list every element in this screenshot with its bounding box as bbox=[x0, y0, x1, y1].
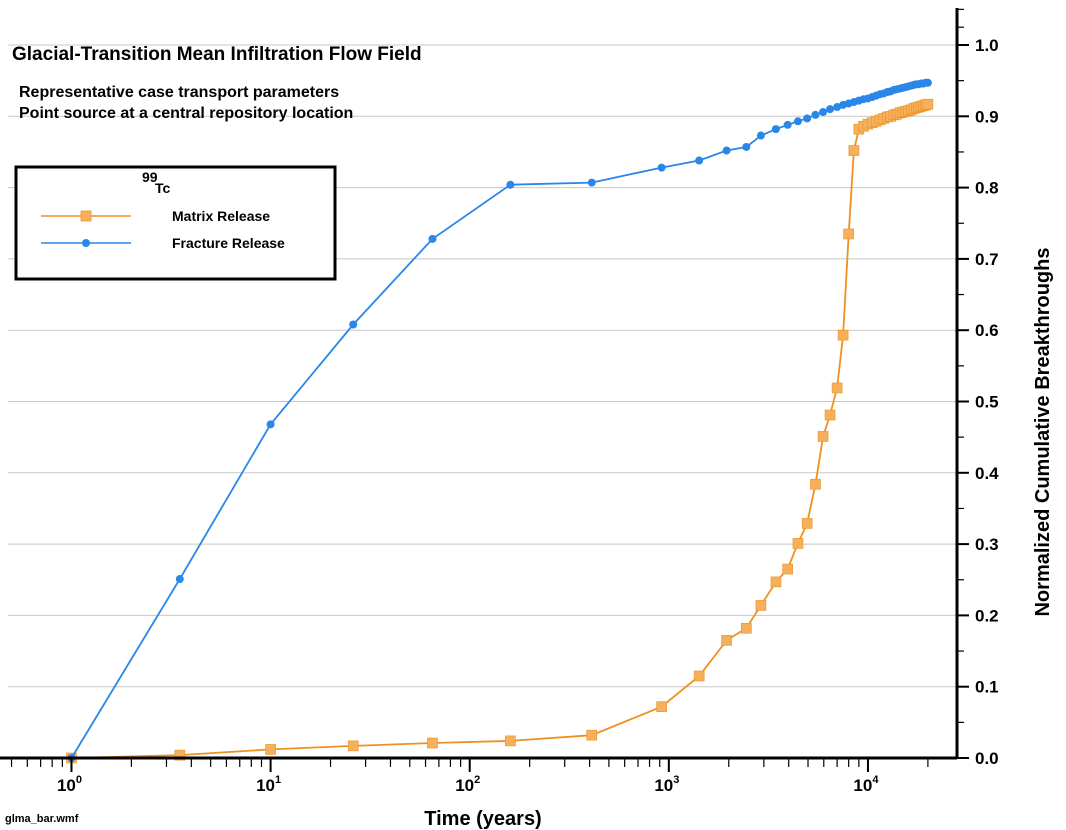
series-fracture-release bbox=[67, 78, 932, 762]
data-point bbox=[742, 142, 751, 151]
y-tick-label-9: 0.9 bbox=[975, 107, 999, 126]
y-tick-label-10: 1.0 bbox=[975, 36, 999, 55]
data-point bbox=[657, 163, 666, 172]
x-tick-label-1: 101 bbox=[256, 774, 281, 795]
data-point bbox=[819, 108, 828, 117]
data-point bbox=[811, 110, 820, 119]
legend-marker-matrix bbox=[80, 210, 92, 222]
y-tick-label-3: 0.3 bbox=[975, 535, 999, 554]
y-tick-label-2: 0.2 bbox=[975, 606, 999, 625]
data-point bbox=[810, 478, 821, 490]
data-point bbox=[427, 737, 438, 749]
x-axis-ticks: 100 101 102 103 104 bbox=[10, 758, 929, 795]
data-point bbox=[505, 735, 516, 747]
data-point bbox=[586, 729, 598, 741]
chart-subtitle-line-1: Representative case transport parameters bbox=[19, 84, 339, 101]
legend-title: Tc bbox=[155, 180, 171, 196]
data-point bbox=[587, 178, 596, 187]
data-point bbox=[755, 600, 767, 611]
data-point bbox=[923, 78, 932, 87]
data-point bbox=[428, 234, 437, 243]
x-tick-label-3: 103 bbox=[654, 774, 679, 795]
x-axis-title: Time (years) bbox=[424, 808, 541, 830]
data-point bbox=[265, 744, 276, 755]
chart-title: Glacial-Transition Mean Infiltration Flo… bbox=[12, 44, 422, 65]
y-tick-label-6: 0.6 bbox=[975, 321, 999, 340]
legend: 99 Tc Matrix Release Fracture Release bbox=[14, 165, 337, 281]
data-point bbox=[756, 131, 765, 140]
data-point bbox=[792, 538, 804, 549]
y-axis-ticks: 0.0 0.1 0.2 0.3 0.4 0.5 0.6 0.7 0.8 0.9 1.0 bbox=[957, 8, 999, 768]
data-point bbox=[656, 701, 667, 712]
axes bbox=[0, 8, 959, 760]
x-tick-label-4: 104 bbox=[853, 774, 879, 795]
legend-label-matrix: Matrix Release bbox=[172, 208, 270, 224]
legend-label-fracture: Fracture Release bbox=[172, 235, 285, 251]
legend-box bbox=[14, 165, 337, 281]
data-point bbox=[782, 563, 793, 575]
y-tick-label-4: 0.4 bbox=[975, 464, 999, 483]
data-point bbox=[721, 635, 732, 646]
data-point bbox=[693, 670, 705, 682]
data-point bbox=[826, 105, 835, 114]
data-point bbox=[843, 228, 854, 240]
data-point bbox=[824, 409, 836, 421]
data-point bbox=[771, 125, 780, 134]
data-point bbox=[266, 420, 275, 429]
chart-subtitle-line-2: Point source at a central repository loc… bbox=[19, 105, 353, 122]
y-tick-label-1: 0.1 bbox=[975, 678, 999, 697]
data-point bbox=[175, 575, 184, 584]
data-point bbox=[174, 749, 186, 761]
data-point bbox=[783, 120, 792, 129]
y-tick-label-7: 0.7 bbox=[975, 250, 999, 269]
data-point bbox=[837, 329, 849, 341]
data-point bbox=[695, 156, 704, 165]
data-point bbox=[793, 117, 802, 126]
y-tick-label-0: 0.0 bbox=[975, 749, 999, 768]
legend-title-superscript: 99 bbox=[142, 169, 158, 185]
data-point bbox=[347, 740, 359, 752]
data-point bbox=[831, 382, 843, 394]
data-point bbox=[506, 180, 515, 189]
data-point bbox=[349, 320, 358, 329]
data-point bbox=[848, 145, 860, 156]
y-tick-label-5: 0.5 bbox=[975, 393, 999, 412]
data-point bbox=[801, 518, 813, 529]
data-point bbox=[803, 114, 812, 123]
data-point bbox=[770, 576, 782, 588]
y-tick-label-8: 0.8 bbox=[975, 179, 999, 198]
x-tick-label-2: 102 bbox=[455, 774, 480, 795]
y-axis-title: Normalized Cumulative Breakthroughs bbox=[1032, 248, 1054, 617]
filename-caption: glma_bar.wmf bbox=[5, 813, 79, 825]
data-point bbox=[741, 622, 752, 634]
x-tick-label-0: 100 bbox=[57, 774, 82, 795]
legend-marker-fracture bbox=[82, 239, 90, 247]
data-point bbox=[722, 146, 731, 155]
data-point bbox=[922, 98, 934, 110]
data-point bbox=[817, 431, 829, 442]
